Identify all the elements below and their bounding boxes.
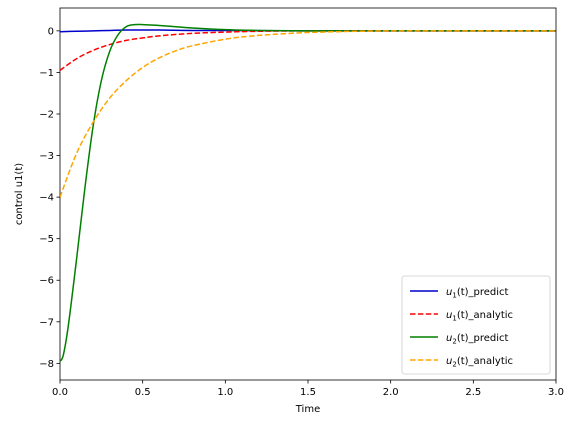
x-tick-label: 3.0	[548, 387, 564, 398]
x-axis-ticks: 0.0 0.5 1.0 1.5 2.0 2.5 3.0	[52, 380, 564, 398]
legend-entry-4: u2(t)_analytic	[410, 356, 513, 369]
y-tick-label: −1	[39, 68, 54, 79]
x-tick-label: 0.0	[52, 387, 68, 398]
legend: u1(t)_predict u1(t)_analytic u2(t)_predict…	[401, 275, 551, 375]
y-tick-label: −6	[39, 276, 54, 287]
y-tick-label: −5	[39, 234, 54, 245]
x-tick-label: 1.5	[300, 387, 316, 398]
legend-entry-2: u1(t)_analytic	[410, 310, 513, 323]
y-tick-label: 0	[48, 26, 54, 37]
legend-label: u2(t)_analytic	[446, 356, 513, 369]
x-tick-label: 2.5	[465, 387, 481, 398]
x-axis-label: Time	[295, 404, 320, 415]
y-tick-label: −2	[39, 109, 54, 120]
legend-box	[401, 275, 551, 375]
y-axis-label: control u1(t)	[14, 163, 25, 225]
legend-entry-1: u1(t)_predict	[410, 287, 509, 300]
y-tick-label: −3	[39, 151, 54, 162]
x-tick-label: 0.5	[135, 387, 151, 398]
series-line-3	[60, 23, 556, 362]
y-tick-label: −7	[39, 317, 54, 328]
plot-area: 0.0 0.5 1.0 1.5 2.0 2.5 3.0 0 −1 −2 −3 −4 −5 −6 −7 −8	[39, 7, 564, 398]
x-tick-label: 1.0	[217, 387, 233, 398]
y-tick-label: −4	[39, 193, 54, 204]
y-axis-ticks: 0 −1 −2 −3 −4 −5 −6 −7 −8	[39, 26, 60, 370]
legend-label: u2(t)_predict	[446, 333, 509, 346]
legend-label: u1(t)_analytic	[446, 310, 513, 323]
legend-entry-3: u2(t)_predict	[410, 333, 509, 346]
series-line-4	[60, 30, 556, 198]
y-tick-label: −8	[39, 359, 54, 370]
legend-label: u1(t)_predict	[446, 287, 509, 300]
x-tick-label: 2.0	[383, 387, 399, 398]
series-layer	[60, 23, 556, 362]
